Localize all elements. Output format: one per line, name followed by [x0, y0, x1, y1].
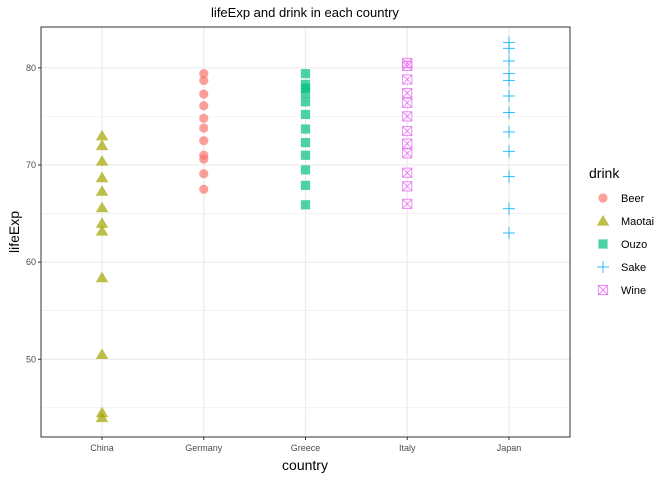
data-point-ouzo — [300, 138, 311, 148]
x-tick-label: Japan — [497, 443, 522, 453]
data-point-ouzo — [300, 180, 311, 190]
data-point-sake — [502, 67, 515, 80]
data-point-wine — [402, 138, 413, 149]
grid-lines — [41, 27, 570, 437]
data-point-beer — [199, 75, 209, 86]
y-tick-label: 80 — [26, 63, 36, 73]
data-point-ouzo — [300, 109, 311, 120]
data-point-sake — [502, 170, 515, 183]
x-tick-label: Greece — [291, 443, 321, 453]
data-point-sake — [502, 89, 515, 102]
data-point-wine — [402, 111, 413, 122]
data-point-sake — [502, 55, 515, 68]
plot-panel — [40, 26, 571, 438]
data-point-maotai — [95, 348, 109, 360]
data-point-maotai — [95, 139, 109, 151]
x-axis-label: country — [282, 457, 328, 473]
data-point-sake — [502, 202, 515, 215]
data-point-maotai — [95, 201, 109, 213]
data-point-beer — [199, 113, 209, 123]
data-point-sake — [502, 226, 515, 239]
data-point-ouzo — [300, 124, 311, 134]
legend-label-ouzo: Ouzo — [621, 239, 647, 251]
legend-key-maotai — [596, 215, 610, 226]
data-point-wine — [402, 125, 413, 137]
legend: drink Beer Maotai Ouzo Sake Wine — [589, 165, 654, 297]
y-tick-label: 50 — [26, 354, 36, 364]
legend-label-beer: Beer — [621, 193, 645, 205]
legend-key-beer — [598, 193, 608, 203]
legend-key-sake — [597, 261, 609, 273]
data-point-maotai — [95, 217, 109, 228]
data-point-beer — [199, 136, 209, 146]
y-axis-label: lifeExp — [6, 211, 22, 253]
data-point-wine — [402, 97, 413, 108]
y-tick-label: 60 — [26, 257, 36, 267]
x-tick-label: Italy — [399, 443, 416, 453]
data-point-sake — [502, 125, 515, 138]
chart-title: lifeExp and drink in each country — [211, 5, 399, 20]
data-point-sake — [502, 145, 515, 158]
data-point-wine — [402, 57, 413, 69]
x-tick-label: China — [90, 443, 114, 453]
legend-label-wine: Wine — [621, 285, 646, 297]
data-point-ouzo — [300, 200, 311, 210]
x-axis: China Germany Greece Italy Japan — [90, 437, 521, 453]
data-point-wine — [402, 198, 413, 209]
data-point-maotai — [95, 185, 109, 196]
data-point-sake — [502, 106, 515, 119]
data-point-wine — [402, 167, 413, 178]
y-axis: 50 60 70 80 — [26, 63, 41, 364]
data-points — [95, 36, 515, 423]
data-point-maotai — [95, 171, 109, 183]
data-point-ouzo — [300, 88, 311, 98]
data-point-maotai — [95, 155, 109, 166]
legend-title: drink — [589, 165, 620, 181]
data-point-maotai — [95, 129, 109, 141]
data-point-beer — [199, 169, 209, 179]
data-point-ouzo — [300, 165, 311, 175]
legend-key-ouzo — [598, 239, 608, 249]
data-point-wine — [402, 181, 413, 192]
data-point-sake — [502, 36, 515, 49]
data-point-wine — [402, 87, 413, 99]
legend-label-maotai: Maotai — [621, 216, 654, 228]
data-point-ouzo — [300, 97, 311, 107]
data-point-ouzo — [300, 79, 311, 89]
y-tick-label: 70 — [26, 160, 36, 170]
legend-key-wine — [597, 284, 609, 296]
x-tick-label: Germany — [185, 443, 223, 453]
data-point-wine — [402, 74, 413, 85]
data-point-ouzo — [300, 69, 311, 79]
data-point-beer — [199, 123, 209, 133]
legend-label-sake: Sake — [621, 262, 646, 274]
data-point-beer — [199, 101, 209, 111]
data-point-wine — [402, 148, 413, 159]
data-point-beer — [199, 150, 209, 160]
data-point-maotai — [95, 225, 109, 236]
data-point-maotai — [95, 271, 109, 283]
data-point-beer — [199, 69, 209, 79]
data-point-beer — [199, 89, 209, 99]
data-point-ouzo — [300, 150, 311, 160]
data-point-beer — [199, 184, 209, 194]
data-point-maotai — [95, 406, 109, 418]
